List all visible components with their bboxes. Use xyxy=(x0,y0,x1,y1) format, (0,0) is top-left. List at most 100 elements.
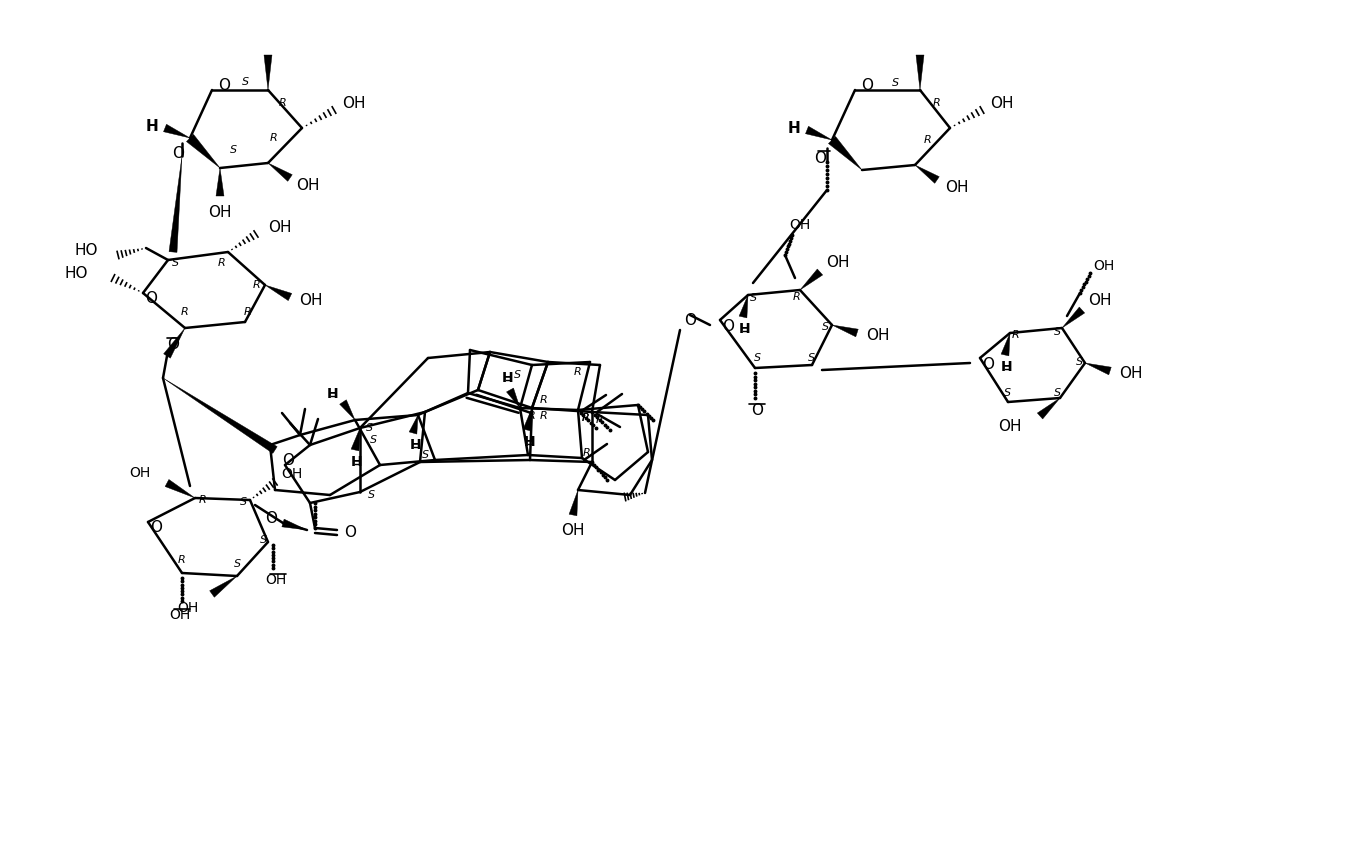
Polygon shape xyxy=(806,126,832,140)
Polygon shape xyxy=(186,135,220,168)
Text: R: R xyxy=(199,495,206,505)
Polygon shape xyxy=(829,136,862,170)
Text: R: R xyxy=(270,133,278,143)
Polygon shape xyxy=(506,388,520,408)
Text: R: R xyxy=(540,395,548,405)
Polygon shape xyxy=(569,490,578,516)
Text: OH: OH xyxy=(1094,259,1114,273)
Text: H: H xyxy=(740,322,750,336)
Text: R: R xyxy=(596,415,604,425)
Polygon shape xyxy=(210,576,237,597)
Text: O: O xyxy=(265,511,277,525)
Text: S: S xyxy=(240,497,247,507)
Polygon shape xyxy=(832,325,858,337)
Text: OH: OH xyxy=(269,219,292,235)
Text: O: O xyxy=(722,318,734,334)
Polygon shape xyxy=(1001,333,1010,356)
Text: OH: OH xyxy=(342,96,366,110)
Polygon shape xyxy=(916,55,924,90)
Text: H: H xyxy=(327,387,339,401)
Text: OH: OH xyxy=(208,204,232,219)
Polygon shape xyxy=(339,400,356,420)
Text: H: H xyxy=(145,119,159,134)
Text: R: R xyxy=(244,307,252,317)
Text: O: O xyxy=(750,402,763,418)
Text: O: O xyxy=(167,336,179,352)
Text: R: R xyxy=(792,292,801,302)
Text: H: H xyxy=(1001,360,1012,374)
Text: S: S xyxy=(242,77,248,87)
Polygon shape xyxy=(163,378,277,453)
Polygon shape xyxy=(522,408,532,431)
Text: S: S xyxy=(171,258,179,268)
Text: R: R xyxy=(540,411,548,421)
Text: H: H xyxy=(787,120,801,136)
Text: OH: OH xyxy=(946,180,969,195)
Text: O: O xyxy=(151,519,161,534)
Text: R: R xyxy=(178,555,186,565)
Text: S: S xyxy=(370,435,377,445)
Polygon shape xyxy=(267,163,292,181)
Polygon shape xyxy=(801,269,822,290)
Polygon shape xyxy=(1086,363,1111,375)
Polygon shape xyxy=(166,479,195,498)
Text: S: S xyxy=(1004,388,1011,398)
Text: O: O xyxy=(345,524,356,540)
Text: S: S xyxy=(422,450,429,460)
Text: S: S xyxy=(892,78,898,88)
Text: S: S xyxy=(1076,357,1083,367)
Polygon shape xyxy=(216,168,224,196)
Text: S: S xyxy=(261,535,267,545)
Text: OH: OH xyxy=(170,608,190,622)
Text: R: R xyxy=(584,448,590,458)
Text: OH: OH xyxy=(178,601,199,615)
Text: OH: OH xyxy=(991,96,1014,110)
Polygon shape xyxy=(1037,398,1060,419)
Polygon shape xyxy=(265,55,271,90)
Text: R: R xyxy=(574,367,582,377)
Text: R: R xyxy=(180,307,189,317)
Text: R: R xyxy=(582,413,590,423)
Text: R: R xyxy=(1012,330,1020,340)
Text: HO: HO xyxy=(65,265,88,280)
Text: S: S xyxy=(809,353,816,363)
Text: O: O xyxy=(860,77,873,92)
Text: O: O xyxy=(145,291,157,306)
Text: O: O xyxy=(218,77,229,92)
Text: H: H xyxy=(351,455,362,469)
Text: OH: OH xyxy=(826,254,849,269)
Text: R: R xyxy=(924,135,932,145)
Text: OH: OH xyxy=(300,292,323,307)
Text: S: S xyxy=(229,145,236,155)
Polygon shape xyxy=(1063,307,1084,328)
Text: OH: OH xyxy=(999,418,1022,434)
Text: OH: OH xyxy=(562,523,585,538)
Polygon shape xyxy=(164,328,185,358)
Text: S: S xyxy=(822,322,829,332)
Text: OH: OH xyxy=(129,466,151,480)
Text: S: S xyxy=(1054,388,1061,398)
Text: OH: OH xyxy=(790,218,810,232)
Text: S: S xyxy=(753,353,760,363)
Text: OH: OH xyxy=(1120,366,1143,380)
Text: O: O xyxy=(684,313,696,328)
Text: OH: OH xyxy=(1088,292,1111,307)
Text: R: R xyxy=(528,411,536,421)
Text: H: H xyxy=(410,438,422,452)
Text: S: S xyxy=(369,490,376,500)
Polygon shape xyxy=(740,295,748,318)
Text: S: S xyxy=(1054,327,1061,337)
Polygon shape xyxy=(282,519,307,530)
Text: O: O xyxy=(282,452,294,468)
Text: H: H xyxy=(502,371,514,385)
Text: S: S xyxy=(750,293,757,303)
Text: R: R xyxy=(254,280,261,290)
Text: R: R xyxy=(218,258,225,268)
Text: OH: OH xyxy=(296,178,320,192)
Polygon shape xyxy=(351,428,360,451)
Text: HO: HO xyxy=(75,242,98,257)
Text: O: O xyxy=(172,146,185,160)
Polygon shape xyxy=(163,125,190,138)
Text: R: R xyxy=(934,98,940,108)
Text: OH: OH xyxy=(281,467,303,481)
